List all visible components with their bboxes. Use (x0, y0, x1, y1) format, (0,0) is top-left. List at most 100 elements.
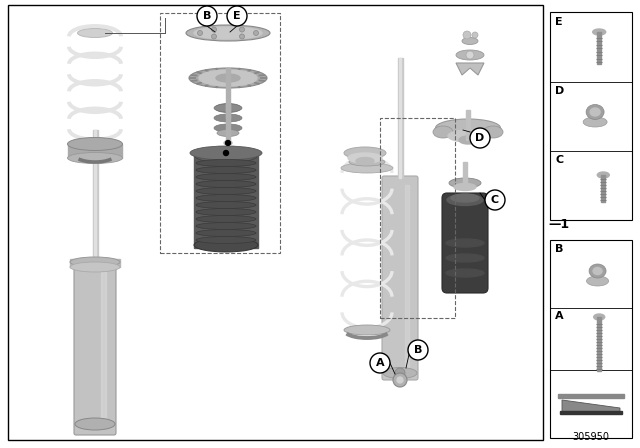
Bar (68, 144, 122, 158)
Bar (466, 110, 470, 140)
Ellipse shape (196, 167, 256, 173)
Bar (397, 58, 403, 178)
Ellipse shape (194, 238, 258, 252)
Ellipse shape (215, 103, 241, 112)
Circle shape (472, 32, 478, 38)
Ellipse shape (446, 239, 484, 247)
Ellipse shape (446, 254, 484, 262)
Circle shape (253, 30, 259, 35)
Ellipse shape (214, 104, 242, 112)
Text: A: A (376, 358, 384, 368)
Ellipse shape (196, 194, 256, 202)
Ellipse shape (594, 314, 605, 320)
Ellipse shape (348, 153, 382, 163)
Bar (380, 118, 455, 318)
Ellipse shape (349, 158, 385, 166)
Text: D: D (555, 86, 564, 96)
Circle shape (227, 6, 247, 26)
Circle shape (198, 30, 202, 35)
Ellipse shape (194, 27, 262, 39)
Ellipse shape (196, 181, 256, 188)
Circle shape (463, 31, 471, 39)
Circle shape (197, 6, 217, 26)
Ellipse shape (593, 29, 605, 35)
Ellipse shape (196, 215, 256, 223)
Polygon shape (558, 394, 624, 398)
Circle shape (239, 27, 244, 32)
Bar (8, 5, 543, 440)
Ellipse shape (456, 50, 484, 60)
Circle shape (223, 151, 228, 155)
Circle shape (408, 340, 428, 360)
Bar (463, 162, 467, 187)
Text: D: D (476, 133, 484, 143)
Ellipse shape (216, 74, 240, 82)
Circle shape (466, 51, 474, 59)
Ellipse shape (214, 114, 242, 122)
Text: —1: —1 (548, 217, 569, 231)
Ellipse shape (597, 172, 609, 178)
Ellipse shape (451, 194, 479, 202)
Bar (70, 259, 120, 267)
Ellipse shape (433, 126, 453, 138)
FancyBboxPatch shape (382, 176, 418, 380)
Ellipse shape (341, 163, 393, 173)
Bar (602, 175, 605, 202)
Ellipse shape (344, 147, 386, 159)
Circle shape (239, 34, 244, 39)
Ellipse shape (217, 129, 239, 137)
Bar (160, 13, 280, 253)
Bar (550, 240, 632, 438)
Ellipse shape (459, 136, 477, 144)
Ellipse shape (586, 104, 604, 120)
Text: A: A (555, 311, 564, 321)
Bar (194, 155, 258, 248)
Bar (597, 32, 601, 64)
Ellipse shape (190, 146, 262, 160)
Text: 305950: 305950 (573, 432, 609, 442)
Ellipse shape (454, 184, 476, 190)
Ellipse shape (448, 130, 488, 142)
Circle shape (370, 353, 390, 373)
Ellipse shape (196, 237, 256, 244)
Circle shape (485, 190, 505, 210)
Ellipse shape (70, 257, 120, 267)
Ellipse shape (186, 25, 270, 41)
Ellipse shape (196, 223, 256, 229)
FancyBboxPatch shape (442, 193, 488, 293)
Ellipse shape (447, 194, 483, 206)
Ellipse shape (383, 367, 417, 379)
Ellipse shape (214, 124, 242, 132)
Ellipse shape (593, 267, 602, 275)
Ellipse shape (583, 117, 607, 127)
Ellipse shape (77, 29, 113, 38)
Ellipse shape (75, 418, 115, 430)
Polygon shape (456, 63, 484, 75)
Text: B: B (414, 345, 422, 355)
Ellipse shape (356, 158, 374, 164)
Ellipse shape (586, 276, 609, 286)
Ellipse shape (590, 108, 600, 116)
Bar (597, 317, 601, 371)
Ellipse shape (449, 178, 481, 188)
Bar (405, 185, 409, 373)
Ellipse shape (196, 202, 256, 208)
Text: B: B (555, 244, 563, 254)
Bar (93, 130, 97, 260)
Circle shape (470, 128, 490, 148)
Ellipse shape (70, 262, 120, 272)
Circle shape (225, 141, 230, 146)
Ellipse shape (196, 229, 256, 237)
Text: C: C (555, 155, 563, 165)
Ellipse shape (67, 152, 122, 164)
Text: E: E (555, 17, 563, 27)
Ellipse shape (196, 159, 256, 167)
Ellipse shape (589, 264, 606, 278)
Ellipse shape (435, 119, 500, 137)
Circle shape (211, 34, 216, 39)
Bar (226, 103, 230, 143)
Ellipse shape (483, 126, 503, 138)
Bar (226, 68, 230, 118)
Polygon shape (562, 400, 620, 412)
Ellipse shape (196, 188, 256, 194)
